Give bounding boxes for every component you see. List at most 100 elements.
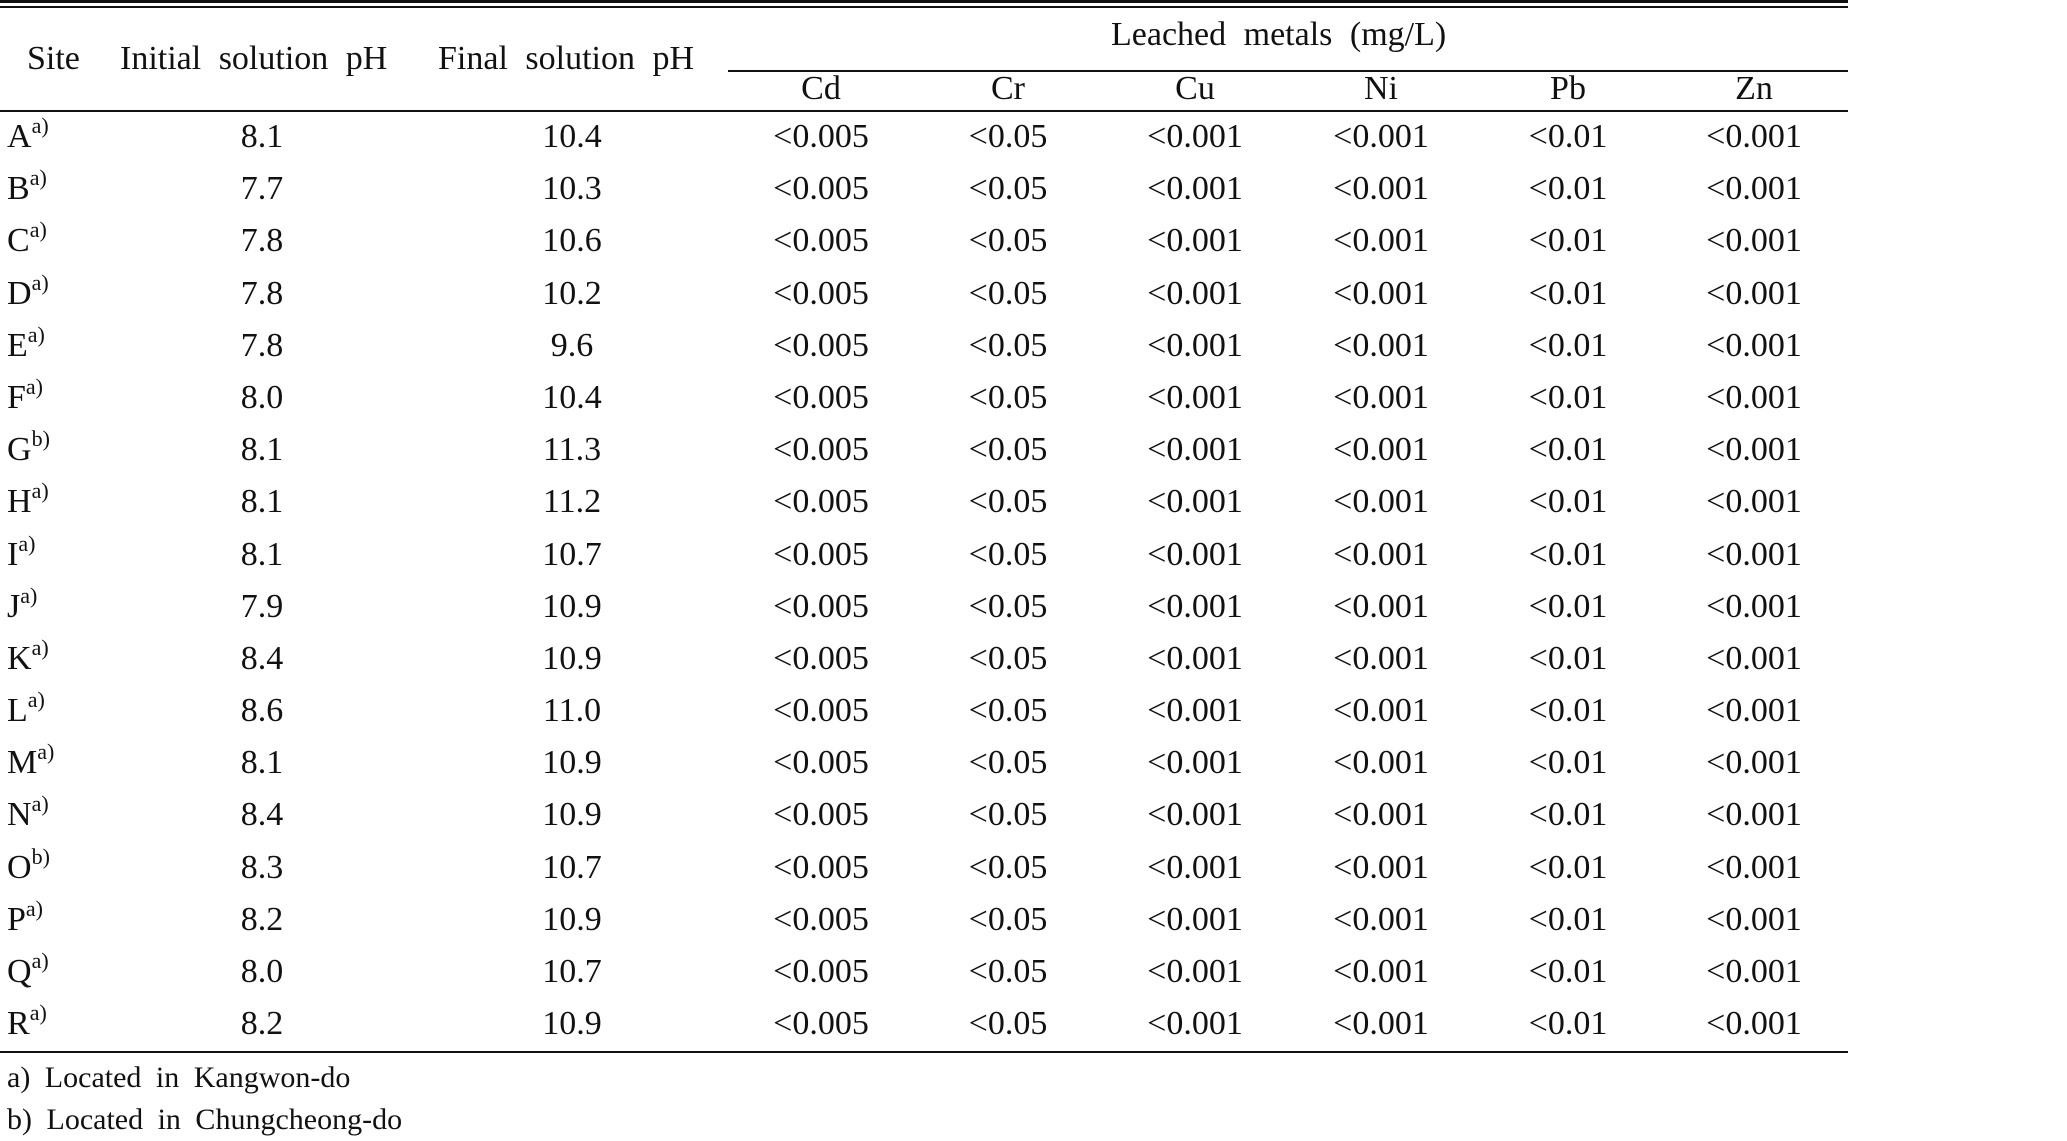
cell-cd: <0.005 [773, 900, 869, 938]
footnotes: a) Located in Kangwon-do b) Located in C… [7, 1057, 402, 1141]
cell-cd: <0.005 [773, 118, 869, 155]
cell-site: Fa) [7, 375, 43, 415]
cell-zn: <0.001 [1706, 431, 1802, 469]
header-site: Site [27, 40, 80, 77]
site-footnote-marker: a) [27, 687, 45, 713]
cell-cu: <0.001 [1147, 639, 1243, 677]
cell-final-ph: 10.9 [542, 587, 602, 625]
site-label: Q [7, 953, 32, 990]
cell-initial-ph: 7.8 [240, 222, 284, 260]
cell-pb: <0.01 [1528, 587, 1608, 625]
cell-cr: <0.05 [968, 326, 1048, 364]
cell-final-ph: 10.7 [542, 535, 602, 573]
cell-ni: <0.001 [1333, 274, 1429, 312]
cell-cd: <0.005 [773, 1005, 869, 1043]
cell-cd: <0.005 [773, 170, 869, 208]
cell-zn: <0.001 [1706, 953, 1802, 990]
site-footnote-marker: a) [18, 530, 36, 556]
cell-initial-ph: 8.4 [240, 796, 284, 834]
cell-zn: <0.001 [1706, 483, 1802, 521]
cell-pb: <0.01 [1528, 170, 1608, 208]
cell-initial-ph: 8.1 [240, 431, 284, 469]
cell-ni: <0.001 [1333, 900, 1429, 938]
cell-cr: <0.05 [968, 535, 1048, 573]
cell-ni: <0.001 [1333, 744, 1429, 782]
site-label: H [7, 483, 32, 521]
cell-site: Ma) [7, 741, 54, 780]
cell-cu: <0.001 [1147, 848, 1243, 886]
cell-ni: <0.001 [1333, 535, 1429, 573]
cell-pb: <0.01 [1528, 796, 1608, 834]
footnote-b: b) Located in Chungcheong-do [7, 1103, 403, 1136]
cell-cd: <0.005 [773, 692, 869, 730]
cell-pb: <0.01 [1528, 222, 1608, 260]
cell-site: Ka) [7, 636, 49, 677]
cell-final-ph: 10.2 [542, 274, 602, 312]
table-body: Aa) 8.1 10.4 <0.005 <0.05 <0.001 <0.001 <0.01 <0… [0, 112, 1848, 1051]
cell-initial-ph: 8.1 [240, 483, 284, 521]
cell-ni: <0.001 [1333, 170, 1429, 208]
cell-cd: <0.005 [773, 378, 869, 416]
header-metal-cu: Cu [1175, 70, 1215, 107]
site-footnote-marker: a) [29, 165, 47, 191]
cell-cr: <0.05 [968, 378, 1048, 416]
cell-final-ph: 10.9 [542, 744, 602, 782]
table-top-rule-inner [0, 6, 1848, 8]
table-row: Ba) 7.7 10.3 <0.005 <0.05 <0.001 <0.001 <0.01 <0… [0, 164, 1848, 216]
cell-cr: <0.05 [968, 222, 1048, 260]
table-bottom-rule [0, 1051, 1848, 1053]
cell-pb: <0.01 [1528, 378, 1608, 416]
site-label: O [7, 848, 32, 886]
header-final-ph: Final solution pH [438, 40, 695, 77]
cell-initial-ph: 8.3 [240, 848, 284, 886]
cell-cr: <0.05 [968, 118, 1048, 155]
cell-cr: <0.05 [968, 796, 1048, 834]
cell-ni: <0.001 [1333, 222, 1429, 260]
cell-cd: <0.005 [773, 953, 869, 990]
cell-final-ph: 10.4 [542, 118, 602, 155]
cell-site: Da) [7, 271, 49, 311]
cell-initial-ph: 8.1 [240, 535, 284, 573]
cell-final-ph: 10.4 [542, 378, 602, 416]
header-initial-ph: Initial solution pH [120, 40, 388, 77]
cell-ni: <0.001 [1333, 118, 1429, 155]
site-footnote-marker: a) [25, 895, 44, 921]
cell-initial-ph: 8.2 [240, 900, 284, 938]
cell-ni: <0.001 [1333, 431, 1429, 469]
cell-cd: <0.005 [773, 222, 869, 260]
cell-cr: <0.05 [968, 692, 1048, 730]
cell-initial-ph: 8.0 [240, 378, 284, 416]
cell-final-ph: 10.9 [542, 900, 602, 938]
cell-zn: <0.001 [1706, 326, 1802, 364]
site-footnote-marker: a) [31, 269, 49, 295]
header-metal-cr: Cr [991, 70, 1025, 107]
cell-site: Ja) [7, 584, 37, 624]
cell-final-ph: 10.9 [542, 796, 602, 834]
table-row: Pa) 8.2 10.9 <0.005 <0.05 <0.001 <0.001 <0.01 <0… [0, 895, 1848, 947]
cell-ni: <0.001 [1333, 639, 1429, 677]
site-footnote-marker: a) [20, 582, 38, 608]
header-metal-cd: Cd [801, 70, 841, 107]
table-row: Da) 7.8 10.2 <0.005 <0.05 <0.001 <0.001 <0.01 <0… [0, 269, 1848, 321]
cell-ni: <0.001 [1333, 326, 1429, 364]
site-footnote-marker: b) [31, 426, 50, 452]
site-label: K [7, 639, 32, 677]
cell-pb: <0.01 [1528, 744, 1608, 782]
site-footnote-marker: a) [25, 373, 44, 399]
cell-pb: <0.01 [1528, 326, 1608, 364]
site-footnote-marker: a) [31, 791, 49, 817]
site-label: L [7, 692, 28, 730]
site-footnote-marker: a) [31, 948, 49, 973]
cell-ni: <0.001 [1333, 587, 1429, 625]
cell-pb: <0.01 [1528, 535, 1608, 573]
cell-site: Ra) [7, 1002, 47, 1041]
cell-final-ph: 11.3 [542, 431, 602, 469]
cell-pb: <0.01 [1528, 1005, 1608, 1043]
cell-cu: <0.001 [1147, 587, 1243, 625]
cell-zn: <0.001 [1706, 796, 1802, 834]
cell-zn: <0.001 [1706, 848, 1802, 886]
cell-cd: <0.005 [773, 639, 869, 677]
table-row: Ma) 8.1 10.9 <0.005 <0.05 <0.001 <0.001 <0.01 <0… [0, 738, 1848, 790]
header-metal-ni: Ni [1364, 70, 1398, 107]
cell-zn: <0.001 [1706, 900, 1802, 938]
